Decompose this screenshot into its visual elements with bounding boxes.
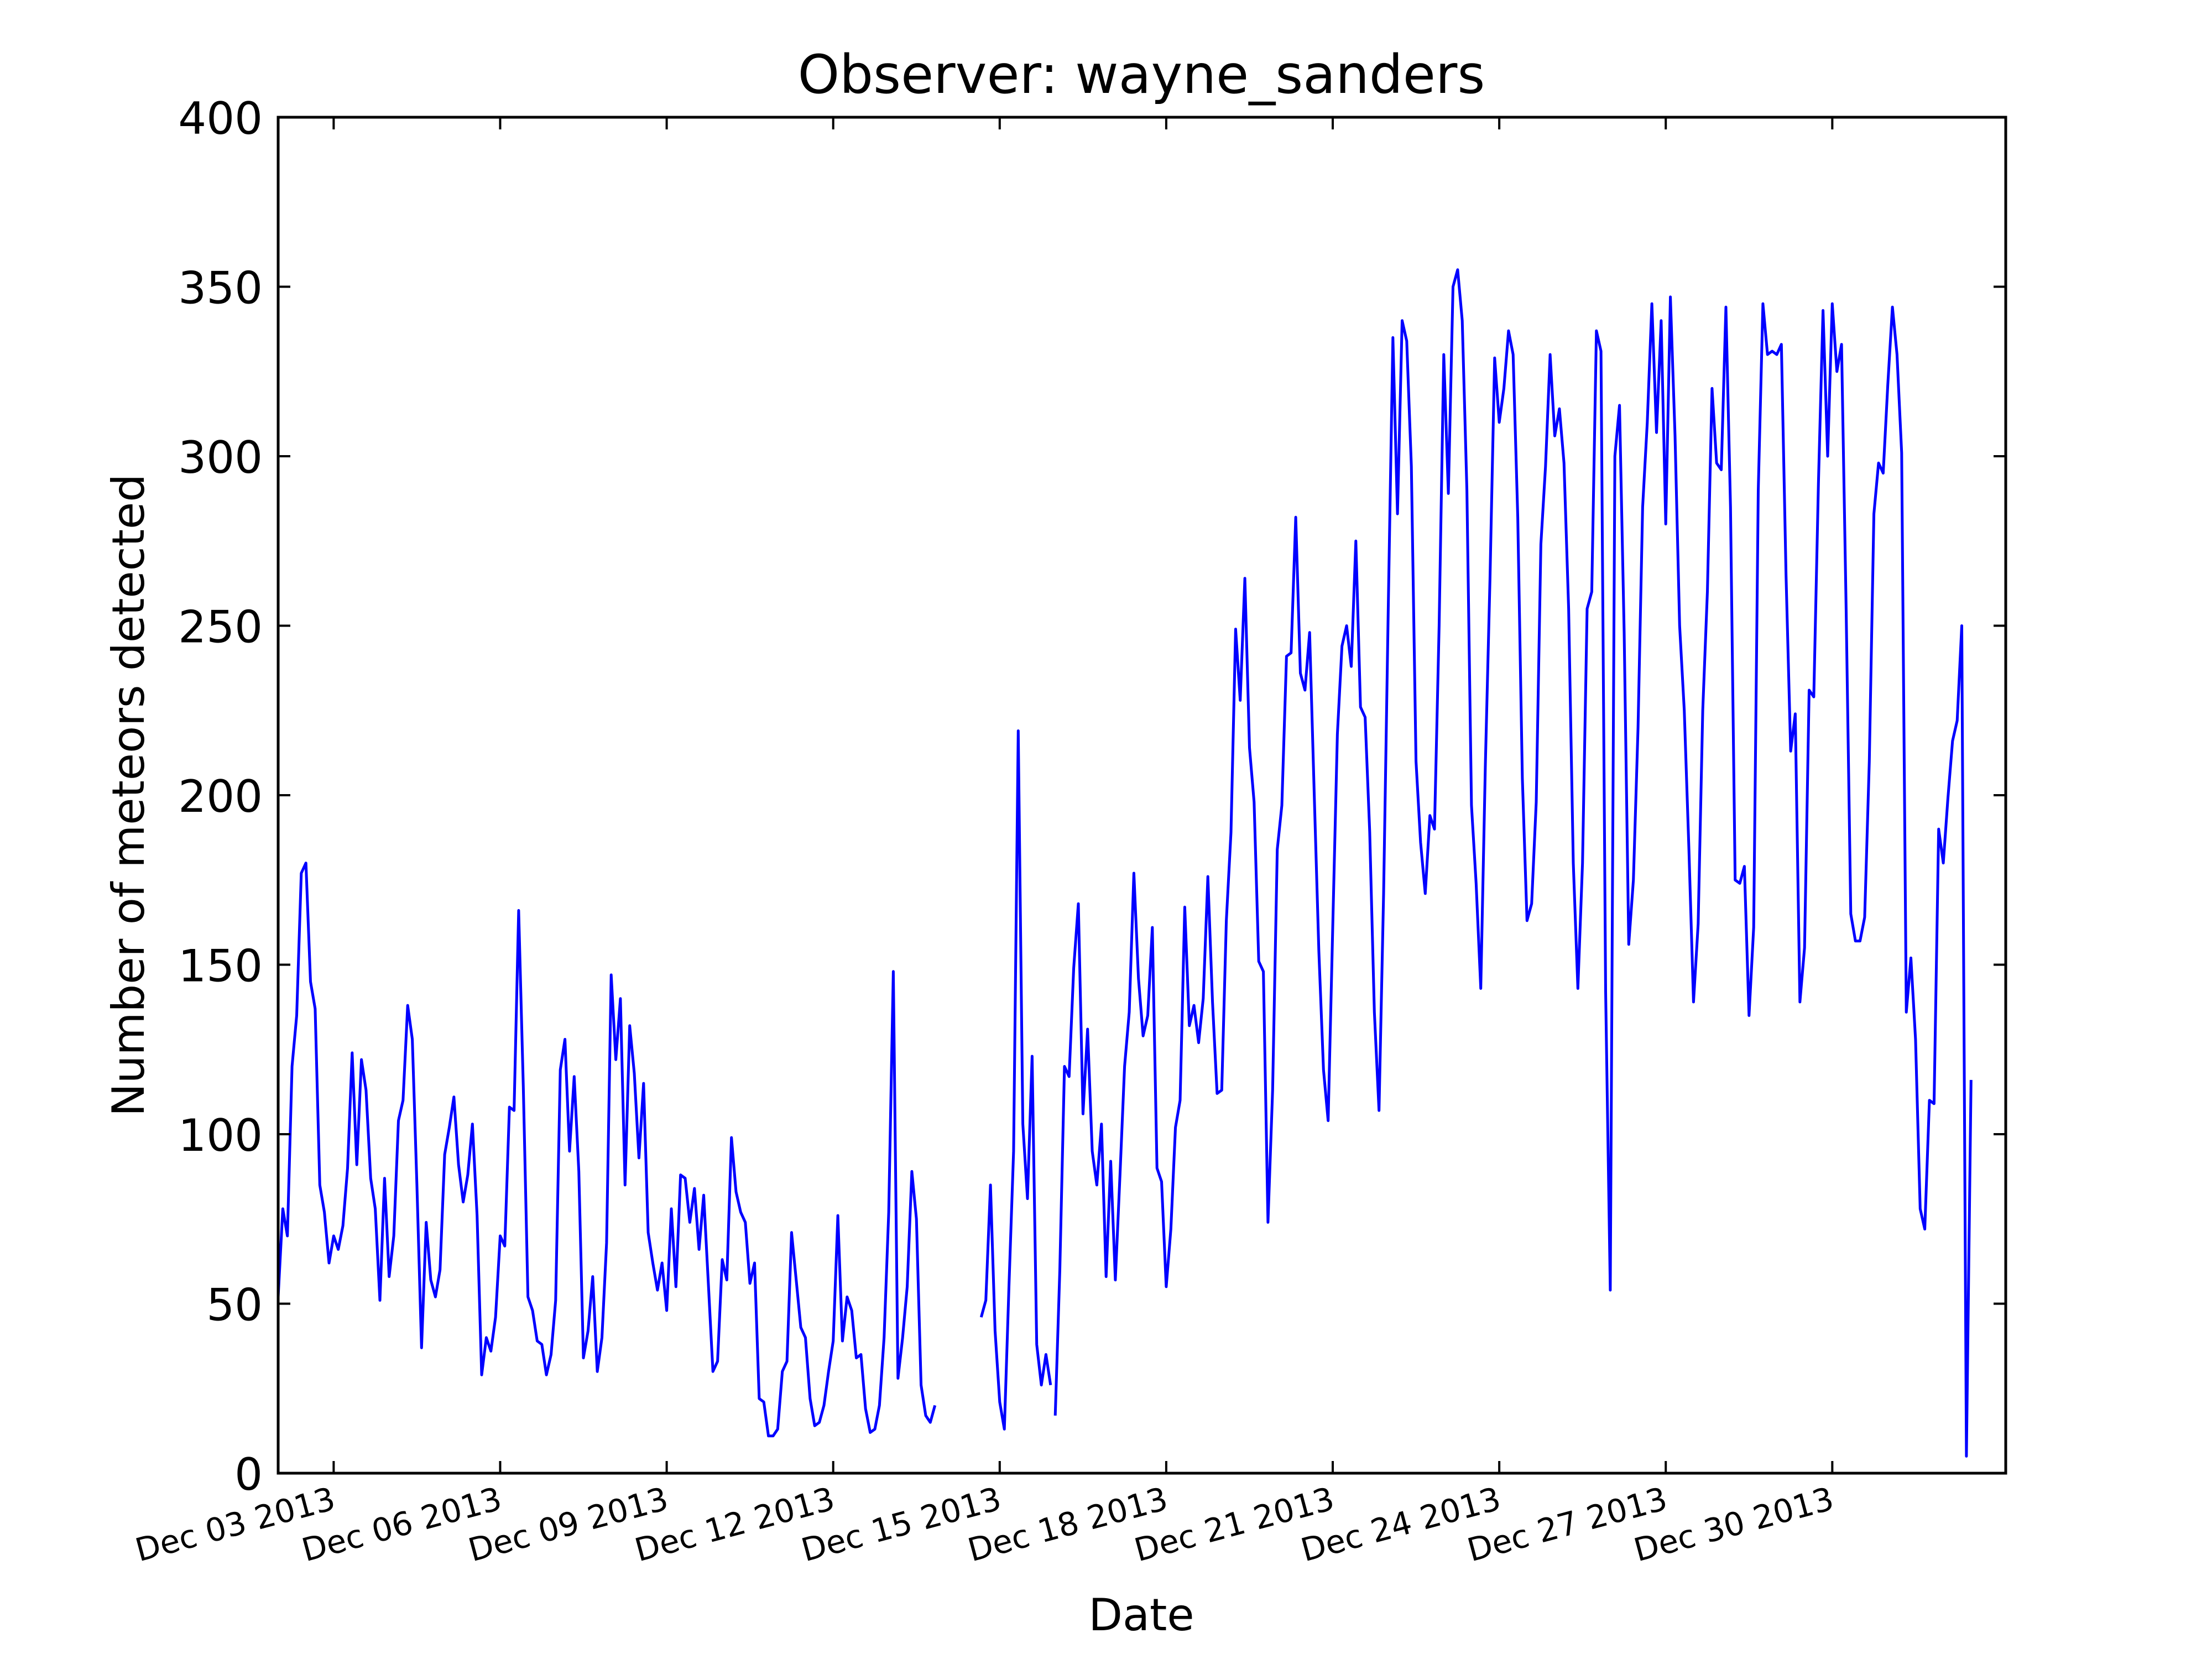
chart-title: Observer: wayne_sanders: [798, 44, 1485, 106]
series-line-segment: [276, 862, 937, 1438]
y-tick-label: 400: [178, 93, 263, 144]
series-line-segment: [979, 729, 1052, 1431]
y-tick-label: 250: [178, 602, 263, 653]
y-axis: 0 50 100 150 200 250 300 350 400: [178, 93, 2006, 1500]
y-tick-label: 350: [178, 263, 263, 314]
plot-frame: [276, 116, 2007, 1475]
x-axis-label: Date: [1088, 1589, 1194, 1641]
y-tick-label: 50: [206, 1280, 263, 1331]
y-tick-label: 100: [178, 1110, 263, 1161]
y-tick-label: 150: [178, 941, 263, 992]
y-axis-label: Number of meteors detected: [103, 474, 154, 1117]
y-tick-label: 0: [234, 1449, 263, 1500]
plot-area: [276, 268, 1973, 1458]
y-tick-label: 200: [178, 771, 263, 822]
series-line-segment: [1053, 268, 1973, 1458]
y-tick-label: 300: [178, 432, 263, 483]
